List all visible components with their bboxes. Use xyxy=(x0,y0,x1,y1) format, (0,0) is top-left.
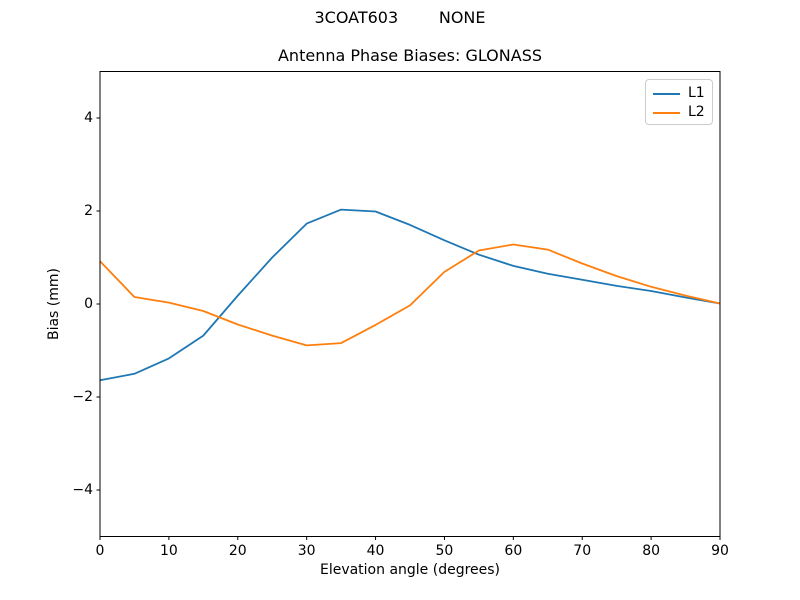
l1-series-line xyxy=(99,208,721,382)
x-tick-label: 70 xyxy=(573,543,592,559)
x-tick-label: 80 xyxy=(642,543,661,559)
legend-entry-l2: L2 xyxy=(653,103,712,122)
x-axis-label: Elevation angle (degrees) xyxy=(319,562,501,578)
y-tick-label: −4 xyxy=(72,481,93,498)
x-tick-label: 50 xyxy=(435,543,454,559)
figure-suptitle: 3COAT603 NONE xyxy=(314,8,486,27)
l2-series-line xyxy=(99,243,721,347)
x-tick-label: 20 xyxy=(228,543,247,559)
legend: L1 L2 xyxy=(645,79,713,125)
legend-entry-l1: L1 xyxy=(653,84,712,103)
y-tick-label: 2 xyxy=(84,202,93,219)
y-tick-label: 4 xyxy=(84,109,93,126)
x-tick-label: 90 xyxy=(711,543,729,559)
chart-title: Antenna Phase Biases: GLONASS xyxy=(277,46,542,65)
x-tick-label: 60 xyxy=(504,543,523,559)
l1-legend-label: L1 xyxy=(688,85,705,101)
l1-line-swatch xyxy=(653,92,680,95)
x-tick-label: 10 xyxy=(159,543,178,559)
axes-frame xyxy=(99,71,721,537)
x-tick-label: 30 xyxy=(297,543,316,559)
x-tick-label: 40 xyxy=(366,543,385,559)
x-tick-label: 0 xyxy=(95,543,105,559)
y-tick-label: −2 xyxy=(72,388,93,405)
l2-line-swatch xyxy=(653,111,680,114)
y-tick-label: 0 xyxy=(84,295,93,312)
l2-legend-label: L2 xyxy=(688,104,705,120)
